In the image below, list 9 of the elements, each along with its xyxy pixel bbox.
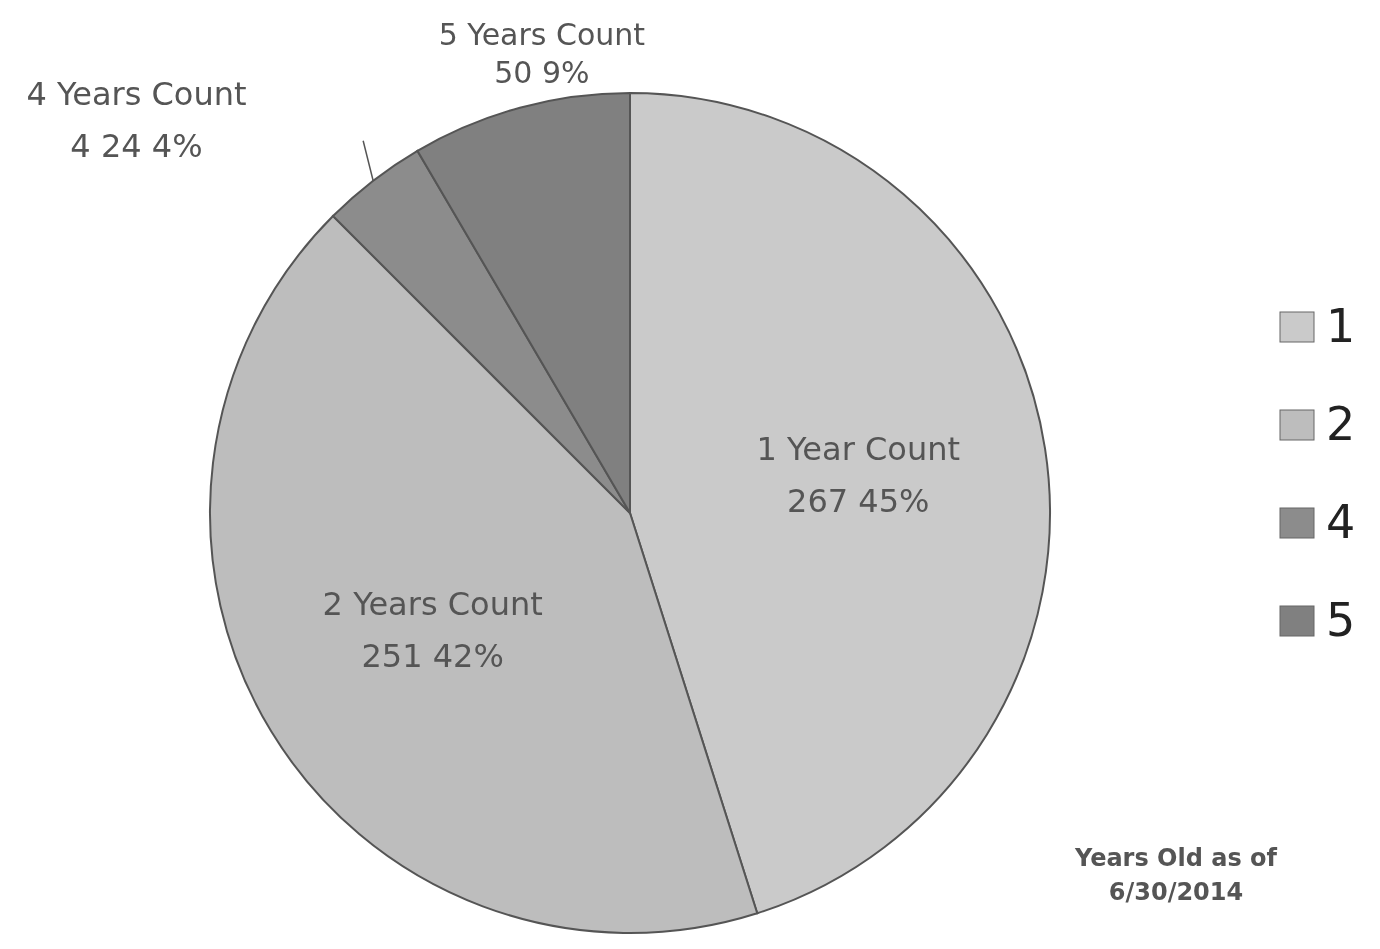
- legend-label: 1: [1326, 299, 1356, 353]
- data-label: 1 Year Count 267 45%: [756, 429, 961, 520]
- text: Years Old as of 6/30/2014: [1073, 844, 1278, 906]
- legend-label: 5: [1326, 593, 1356, 647]
- legend-label: 4: [1326, 495, 1356, 549]
- data-label: 2 Years Count 251 42%: [322, 585, 543, 676]
- data-label: 4 Years Count 4 24 4%: [26, 75, 247, 166]
- legend-label: 2: [1326, 397, 1356, 451]
- data-label: 5 Years Count 50 9%: [438, 17, 646, 90]
